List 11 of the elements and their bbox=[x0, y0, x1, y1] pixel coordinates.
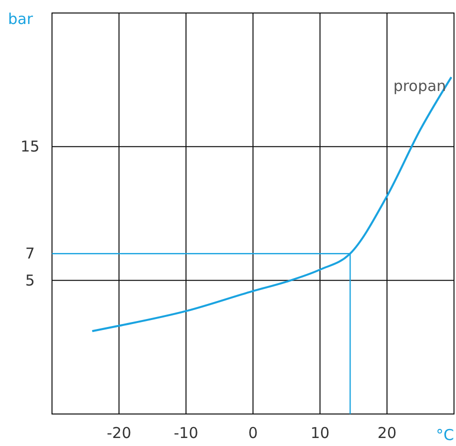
x-axis-title: °C bbox=[436, 426, 454, 444]
series-label: propan bbox=[393, 77, 446, 96]
x-tick-label: -10 bbox=[174, 424, 198, 442]
ref-line-label: 7 bbox=[25, 244, 35, 263]
x-tick-label: 20 bbox=[377, 424, 397, 442]
x-tick-label: -20 bbox=[106, 424, 132, 442]
y-tick-label: 15 bbox=[20, 138, 40, 156]
y-tick-label: 5 bbox=[25, 271, 35, 290]
y-axis-title: bar bbox=[8, 10, 34, 28]
x-tick-label: 10 bbox=[310, 424, 330, 442]
x-tick-label: 0 bbox=[248, 424, 258, 442]
